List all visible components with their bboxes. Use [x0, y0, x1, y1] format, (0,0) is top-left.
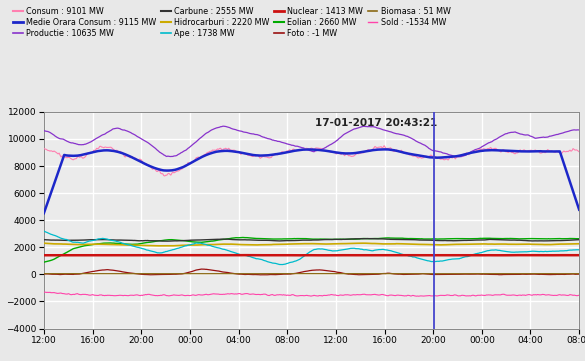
Text: 17-01-2017 20:43:21: 17-01-2017 20:43:21: [315, 118, 437, 129]
Legend: Consum : 9101 MW, Medie Orara Consum : 9115 MW, Productie : 10635 MW, Carbune : : Consum : 9101 MW, Medie Orara Consum : 9…: [10, 4, 454, 42]
